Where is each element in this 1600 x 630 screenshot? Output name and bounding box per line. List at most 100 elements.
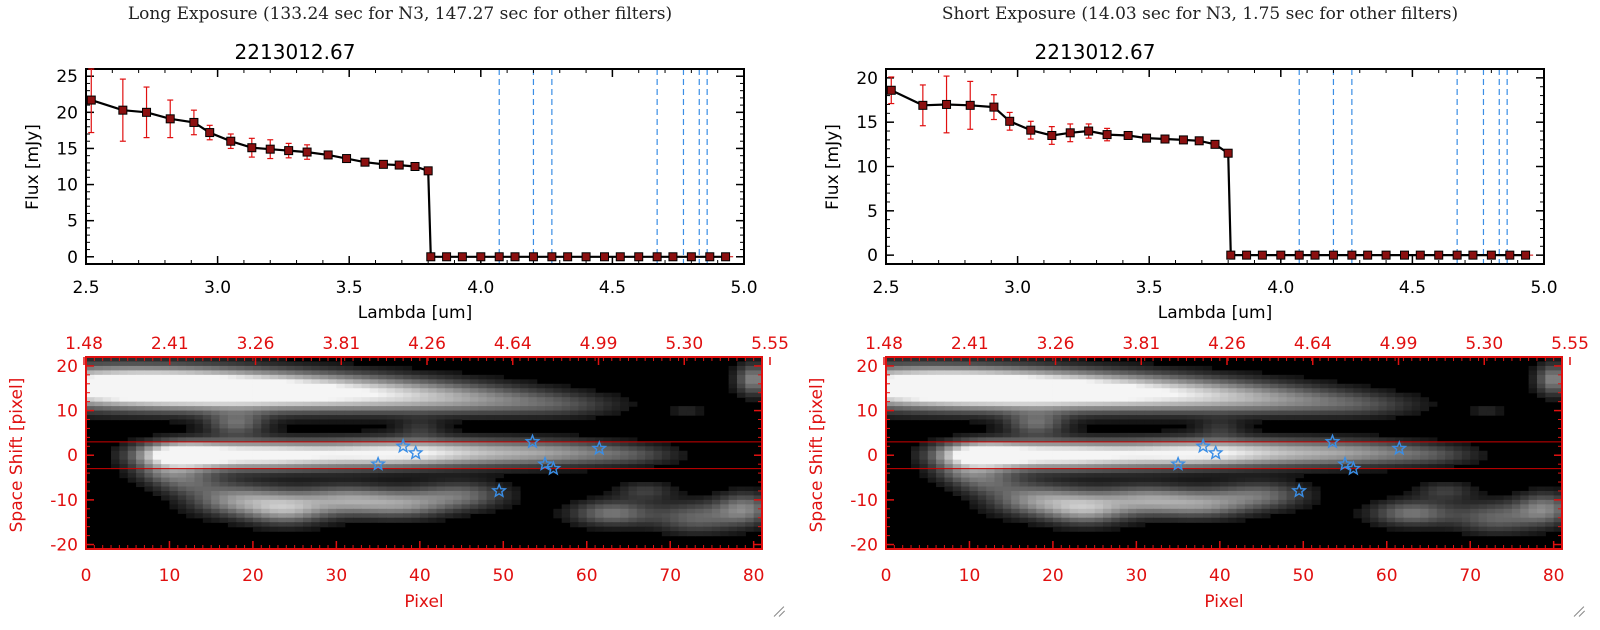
- image-pixel: [536, 464, 546, 470]
- image-pixel: [461, 406, 471, 412]
- image-pixel: [545, 441, 554, 447]
- image-pixel: [1294, 473, 1304, 479]
- image-pixel: [436, 473, 446, 479]
- image-pixel: [453, 513, 463, 519]
- image-pixel: [736, 517, 746, 523]
- image-pixel: [911, 388, 920, 394]
- image-pixel: [1069, 392, 1079, 398]
- image-pixel: [294, 432, 304, 438]
- y-tick-label: 0: [867, 246, 878, 266]
- image-pixel: [311, 392, 321, 398]
- image-pixel: [1303, 383, 1313, 389]
- image-pixel: [286, 374, 296, 380]
- image-pixel: [1144, 383, 1154, 389]
- image-pixel: [536, 392, 546, 398]
- image-pixel: [902, 383, 912, 389]
- image-pixel: [353, 374, 363, 380]
- image-pixel: [1244, 468, 1254, 474]
- image-pixel: [1119, 406, 1129, 412]
- image-pixel: [1161, 388, 1171, 394]
- image-pixel: [194, 473, 204, 479]
- image-pixel: [419, 499, 429, 505]
- image-pixel: [419, 473, 429, 479]
- image-pixel: [211, 468, 221, 474]
- image-pixel: [1044, 486, 1054, 492]
- image-pixel: [961, 410, 971, 416]
- image-pixel: [144, 450, 154, 456]
- image-pixel: [261, 379, 271, 385]
- image-pixel: [1420, 513, 1430, 519]
- image-pixel: [186, 499, 196, 505]
- image-pixel: [311, 406, 321, 412]
- image-pixel: [202, 477, 212, 483]
- image-pixel: [911, 446, 920, 452]
- image-pixel: [670, 522, 680, 528]
- image-pixel: [1420, 486, 1430, 492]
- image-pixel: [595, 526, 605, 532]
- image-pixel: [1086, 383, 1096, 389]
- image-pixel: [1361, 513, 1371, 519]
- image-top-tick-label: 2.41: [151, 334, 189, 354]
- image-pixel: [1353, 468, 1363, 474]
- image-pixel: [1136, 365, 1146, 371]
- image-pixel: [1178, 441, 1188, 447]
- image-pixel: [403, 504, 413, 510]
- image-pixel: [378, 450, 388, 456]
- image-pixel: [419, 415, 429, 421]
- image-pixel: [1036, 419, 1046, 425]
- image-pixel: [1128, 446, 1137, 452]
- image-pixel: [994, 379, 1004, 385]
- image-pixel: [1294, 392, 1304, 398]
- image-pixel: [336, 473, 346, 479]
- image-pixel: [753, 388, 763, 394]
- image-pixel: [919, 464, 929, 470]
- image-pixel: [1386, 499, 1396, 505]
- image-pixel: [1278, 397, 1288, 403]
- image-pixel: [1269, 437, 1279, 443]
- resize-grip-icon[interactable]: [772, 604, 786, 618]
- image-pixel: [1211, 437, 1221, 443]
- image-pixel: [1269, 392, 1279, 398]
- image-pixel: [1345, 437, 1354, 443]
- image-pixel: [269, 508, 279, 514]
- image-pixel: [294, 504, 304, 510]
- image-pixel: [1470, 490, 1480, 497]
- image-pixel: [403, 374, 413, 380]
- square-marker: [426, 252, 436, 262]
- image-pixel: [419, 517, 429, 523]
- image-pixel: [1077, 415, 1087, 421]
- image-pixel: [344, 388, 354, 394]
- image-pixel: [1269, 455, 1279, 461]
- image-pixel: [1136, 508, 1146, 514]
- image-pixel: [1102, 486, 1112, 492]
- image-pixel: [670, 504, 680, 510]
- square-marker: [1257, 250, 1267, 260]
- image-pixel: [261, 410, 271, 416]
- image-pixel: [528, 450, 538, 456]
- image-pixel: [328, 432, 337, 438]
- image-pixel: [1294, 374, 1304, 380]
- image-pixel: [1194, 383, 1204, 389]
- image-pixel: [1336, 383, 1346, 389]
- image-pixel: [1303, 490, 1313, 497]
- image-pixel: [1211, 401, 1221, 407]
- y-tick-label: 20: [56, 103, 78, 123]
- image-pixel: [1144, 464, 1154, 470]
- image-pixel: [319, 455, 329, 461]
- image-pixel: [1178, 473, 1188, 479]
- image-pixel: [720, 526, 730, 532]
- image-pixel: [478, 508, 488, 514]
- image-pixel: [1161, 504, 1171, 510]
- image-pixel: [1086, 455, 1096, 461]
- image-pixel: [319, 464, 329, 470]
- image-pixel: [1286, 450, 1296, 456]
- image-pixel: [545, 392, 554, 398]
- image-pixel: [728, 499, 738, 505]
- image-pixel: [1119, 490, 1129, 497]
- image-pixel: [144, 446, 154, 452]
- image-pixel: [1069, 365, 1079, 371]
- image-pixel: [977, 473, 987, 479]
- image-pixel: [728, 526, 738, 532]
- image-pixel: [969, 441, 979, 447]
- image-pixel: [1286, 374, 1296, 380]
